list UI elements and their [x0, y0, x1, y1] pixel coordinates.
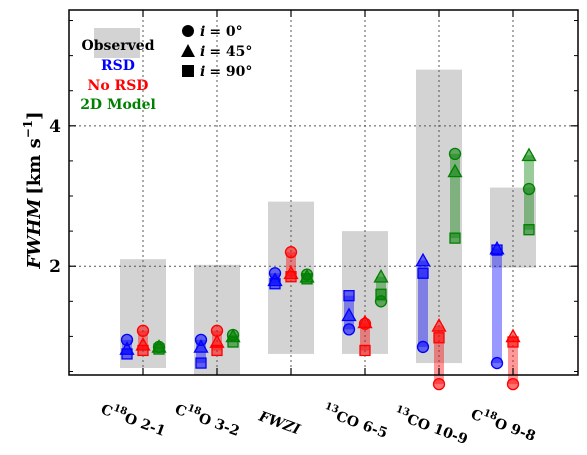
category-label-main: C [173, 402, 189, 421]
square-marker [417, 267, 429, 279]
category-label: C18O 3-2 [173, 399, 243, 440]
category-label-superscript: 18 [112, 403, 129, 418]
model-range-bar [418, 260, 428, 347]
square-marker [285, 271, 297, 283]
legend-triangle-marker [181, 44, 195, 57]
y-axis-label-text: FWHM [km s−1] [21, 111, 45, 269]
axis-ticks: 24 [49, 10, 578, 375]
triangle-marker [341, 307, 357, 322]
square-marker [359, 344, 371, 357]
legend-entry-label: No RSD [88, 78, 149, 94]
category-label-main: C [99, 402, 115, 421]
model-range-bar [434, 325, 444, 385]
circle-marker [342, 323, 356, 336]
category-label-rest: O 2-1 [122, 410, 167, 440]
category-label-main: FWZI [256, 408, 303, 438]
observed-ranges [120, 69, 536, 375]
legend-inclination-label: i = 0° [200, 24, 243, 40]
model-range-bar [450, 153, 460, 239]
square-marker [195, 357, 207, 369]
circle-marker [448, 147, 462, 161]
y-axis-label-exponent: −1 [21, 120, 35, 138]
y-axis-label: FWHM [km s−1] [21, 111, 45, 269]
square-marker [523, 224, 535, 236]
series-no-rsd [135, 246, 521, 391]
square-marker [137, 344, 149, 357]
y-tick-label: 2 [49, 257, 61, 277]
legend-entry-label: RSD [101, 58, 135, 74]
legend-observed-swatch [94, 28, 140, 58]
square-marker [375, 288, 387, 300]
category-label-superscript: 18 [482, 408, 499, 423]
square-marker [301, 273, 313, 285]
square-marker [211, 344, 223, 357]
triangle-marker [373, 268, 389, 283]
inclination-value: = 90° [209, 64, 252, 80]
category-label: C18O 2-1 [99, 399, 169, 440]
triangle-marker [521, 147, 537, 162]
category-label-superscript: 18 [186, 403, 203, 418]
triangle-marker [447, 163, 463, 178]
square-marker [449, 232, 461, 244]
category-label-rest: CO 6-5 [334, 408, 390, 441]
category-label: 13CO 10-9 [392, 404, 471, 448]
circle-marker [416, 340, 430, 354]
model-range-bar [360, 322, 370, 351]
model-series [119, 147, 537, 391]
grid-lines [69, 10, 578, 375]
square-marker [153, 343, 165, 355]
circle-marker [522, 182, 536, 196]
y-axis-label-unit: [km s [24, 138, 45, 194]
square-marker [269, 278, 281, 290]
category-label-rest: O 9-8 [492, 415, 537, 445]
circle-marker [506, 377, 520, 391]
category-label-main: C [469, 407, 485, 426]
circle-marker [432, 377, 446, 391]
circle-marker [136, 324, 150, 337]
inclination-symbol: i [200, 24, 205, 40]
y-axis-label-main: FWHM [24, 198, 45, 270]
square-marker [433, 332, 445, 344]
legend-circle-marker [182, 25, 194, 37]
triangle-marker [431, 318, 447, 332]
category-label: FWZI [256, 408, 303, 438]
inclination-value: = 0° [209, 24, 242, 40]
y-axis-label-close: ] [24, 111, 45, 120]
model-range-bar [286, 252, 296, 277]
square-marker [121, 348, 133, 360]
square-marker [343, 290, 355, 302]
series-rsd [119, 240, 505, 370]
category-label-rest: O 3-2 [196, 410, 241, 440]
circle-marker [490, 356, 504, 370]
model-range-bar [492, 248, 502, 364]
legend-inclination-label: i = 45° [200, 44, 252, 60]
inclination-value: = 45° [209, 44, 252, 60]
square-marker [227, 336, 239, 348]
model-range-bar [508, 336, 518, 385]
category-label: 13CO 6-5 [321, 401, 391, 442]
category-label-rest: CO 10-9 [405, 411, 470, 448]
circle-marker [284, 246, 298, 259]
triangle-marker [357, 314, 373, 329]
square-marker [491, 244, 503, 256]
series-2d-model [151, 147, 537, 355]
y-tick-label: 4 [49, 117, 61, 137]
square-marker [507, 336, 519, 348]
legend-entry-label: 2D Model [80, 97, 156, 113]
plot-frame [68, 9, 579, 376]
legend-entry-label: Observed [82, 38, 155, 54]
category-label-superscript: 13 [394, 404, 411, 419]
legend-inclination-label: i = 90° [200, 64, 252, 80]
category-label: C18O 9-8 [469, 404, 539, 445]
inclination-symbol: i [200, 64, 205, 80]
legend-square-marker [182, 65, 194, 77]
triangle-marker [415, 252, 431, 267]
triangle-marker [193, 339, 209, 353]
inclination-symbol: i [200, 44, 205, 60]
category-label-superscript: 13 [323, 401, 340, 416]
